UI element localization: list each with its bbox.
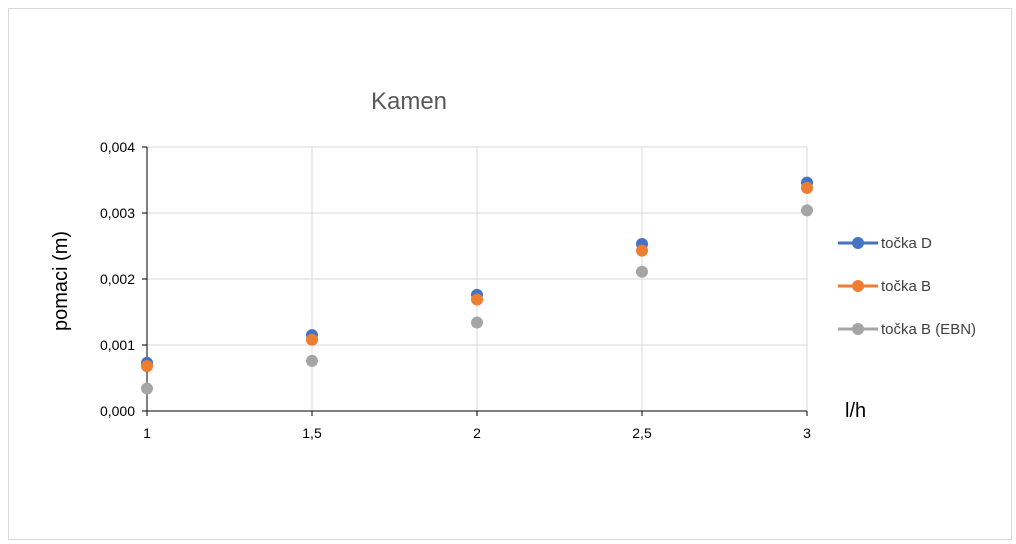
x-tick-label: 2 (473, 425, 481, 441)
x-axis-title: l/h (845, 400, 866, 422)
y-tick-label: 0,001 (100, 337, 135, 353)
y-tick-label: 0,004 (100, 139, 135, 155)
y-tick-label: 0,000 (100, 403, 135, 419)
data-point (141, 360, 153, 373)
points-layer (141, 176, 813, 395)
data-point (306, 354, 318, 367)
data-point (636, 244, 648, 257)
y-tick-label: 0,002 (100, 271, 135, 287)
legend-label: točka D (881, 235, 932, 252)
data-point (471, 293, 483, 306)
x-tick-label: 2,5 (632, 425, 652, 441)
axis-layer: 0,000 0,001 0,002 0,003 0,004 1 1,5 2 2,5 3 (100, 139, 811, 441)
data-point (471, 316, 483, 329)
chart-frame: 0,000 0,001 0,002 0,003 0,004 1 1,5 2 2,5 3 Kamen… (8, 8, 1012, 540)
data-point (801, 204, 813, 217)
legend-marker (852, 280, 864, 292)
data-point (306, 333, 318, 346)
legend-marker (852, 237, 864, 249)
grid-layer (147, 146, 808, 411)
y-axis-title: pomaci (m) (50, 231, 72, 331)
legend-label: točka B (EBN) (881, 321, 976, 338)
y-tick-label: 0,003 (100, 205, 135, 221)
legend: točka D točka B točka B (EBN) (838, 235, 976, 338)
chart-svg: 0,000 0,001 0,002 0,003 0,004 1 1,5 2 2,5 3 Kamen… (50, 88, 976, 441)
x-tick-label: 1 (143, 425, 151, 441)
data-point (141, 382, 153, 395)
legend-marker (852, 323, 864, 335)
data-point (801, 181, 813, 194)
data-point (636, 265, 648, 278)
x-tick-label: 3 (803, 425, 811, 441)
x-tick-label: 1,5 (302, 425, 322, 441)
chart-title: Kamen (371, 88, 447, 115)
legend-label: točka B (881, 278, 931, 295)
